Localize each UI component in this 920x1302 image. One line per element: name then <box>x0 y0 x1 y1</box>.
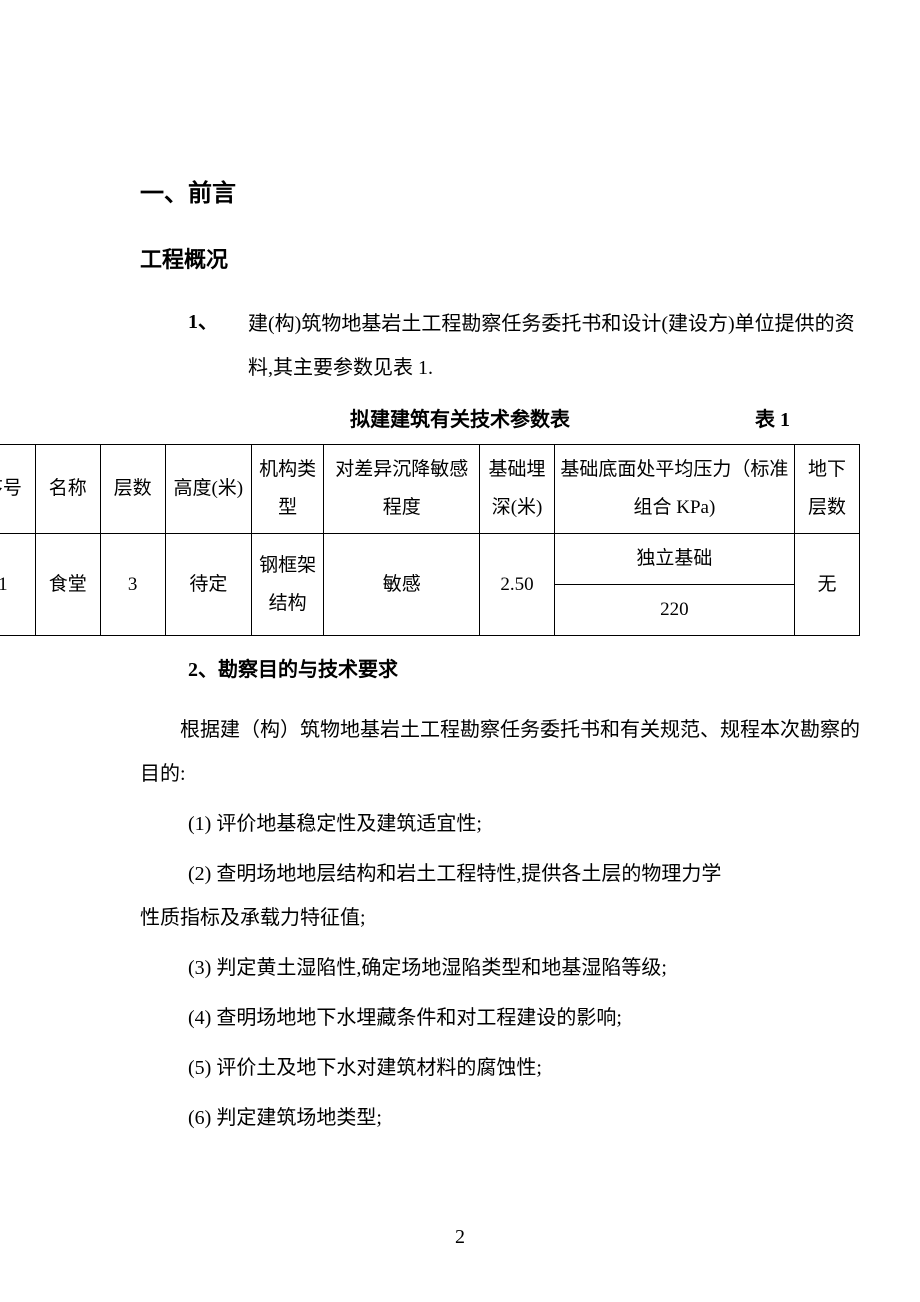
th-depth: 基础埋深(米) <box>480 445 554 534</box>
list-item: (5) 评价土及地下水对建筑材料的腐蚀性; <box>188 1046 860 1090</box>
parameters-table: 序号 名称 层数 高度(米) 机构类型 对差异沉降敏感程度 基础埋深(米) 基础… <box>0 444 860 636</box>
list-item: (4) 查明场地地下水埋藏条件和对工程建设的影响; <box>188 996 860 1040</box>
cell-struct: 钢框架结构 <box>252 534 324 636</box>
cell-foundation-type: 独立基础 <box>554 534 794 585</box>
list-item: (3) 判定黄土湿陷性,确定场地湿陷类型和地基湿陷等级; <box>188 946 860 990</box>
th-name: 名称 <box>35 445 100 534</box>
section-heading: 一、前言 <box>140 170 860 218</box>
item-number: 1、 <box>188 302 218 390</box>
item-text: 建(构)筑物地基岩土工程勘察任务委托书和设计(建设方)单位提供的资料,其主要参数… <box>248 302 860 390</box>
cell-depth: 2.50 <box>480 534 554 636</box>
list-item: (6) 判定建筑场地类型; <box>188 1096 860 1140</box>
th-sensitivity: 对差异沉降敏感程度 <box>324 445 480 534</box>
cell-pressure: 220 <box>554 585 794 636</box>
page-number: 2 <box>455 1217 465 1257</box>
th-underground: 地下层数 <box>795 445 860 534</box>
th-seq: 序号 <box>0 445 35 534</box>
subheading: 2、勘察目的与技术要求 <box>188 650 860 690</box>
table-caption-row: 拟建建筑有关技术参数表 表 1 <box>60 400 860 440</box>
subsection-heading: 工程概况 <box>140 238 860 282</box>
th-struct: 机构类型 <box>252 445 324 534</box>
body-paragraph: 根据建（构）筑物地基岩土工程勘察任务委托书和有关规范、规程本次勘察的目的: <box>140 708 860 796</box>
cell-underground: 无 <box>795 534 860 636</box>
list-item: (2) 查明场地地层结构和岩土工程特性,提供各土层的物理力学 <box>188 852 860 896</box>
th-height: 高度(米) <box>165 445 251 534</box>
cell-floors: 3 <box>100 534 165 636</box>
table-row: 1 食堂 3 待定 钢框架结构 敏感 2.50 独立基础 无 <box>0 534 860 585</box>
th-pressure: 基础底面处平均压力（标准组合 KPa) <box>554 445 794 534</box>
list-item-continuation: 性质指标及承载力特征值; <box>140 896 860 940</box>
list-item: (1) 评价地基稳定性及建筑适宜性; <box>188 802 860 846</box>
numbered-paragraph: 1、 建(构)筑物地基岩土工程勘察任务委托书和设计(建设方)单位提供的资料,其主… <box>188 302 860 390</box>
cell-height: 待定 <box>165 534 251 636</box>
cell-name: 食堂 <box>35 534 100 636</box>
table-label: 表 1 <box>755 400 790 440</box>
table-caption: 拟建建筑有关技术参数表 <box>350 400 570 440</box>
cell-seq: 1 <box>0 534 35 636</box>
th-floors: 层数 <box>100 445 165 534</box>
cell-sensitivity: 敏感 <box>324 534 480 636</box>
